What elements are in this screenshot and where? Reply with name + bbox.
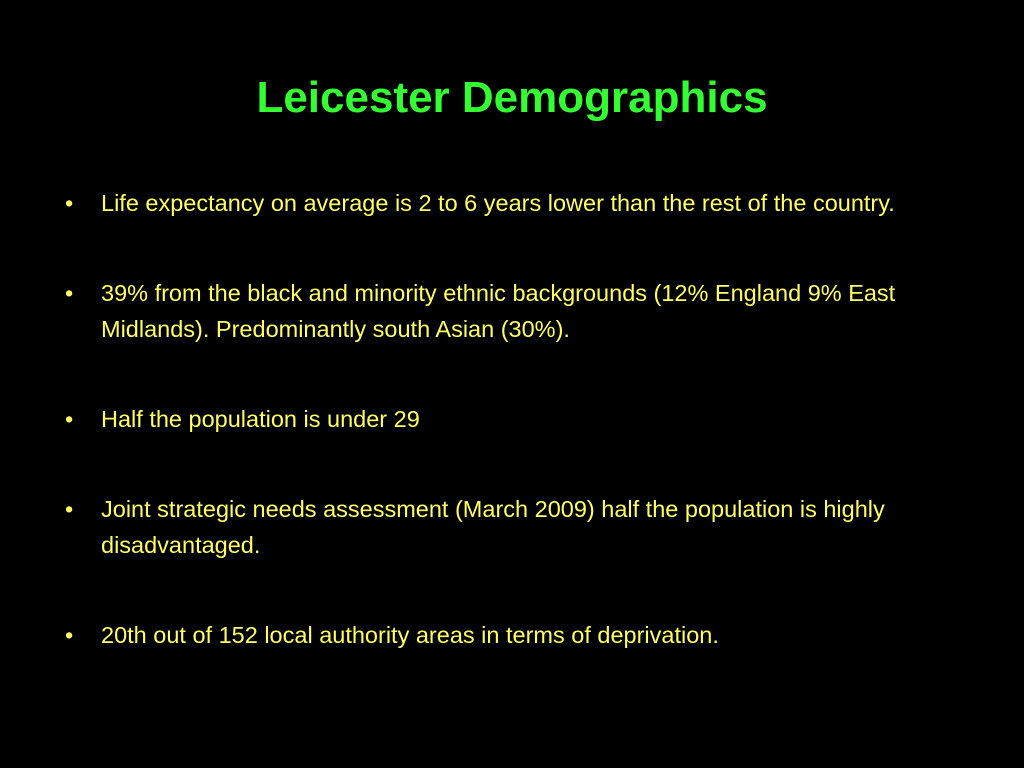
bullet-item: Life expectancy on average is 2 to 6 yea… — [65, 185, 981, 221]
bullet-item: Joint strategic needs assessment (March … — [65, 491, 981, 563]
bullet-list: Life expectancy on average is 2 to 6 yea… — [65, 185, 981, 707]
bullet-item: 39% from the black and minority ethnic b… — [65, 275, 981, 347]
bullet-item: 20th out of 152 local authority areas in… — [65, 617, 981, 653]
slide-title: Leicester Demographics — [256, 73, 768, 122]
bullet-item: Half the population is under 29 — [65, 401, 981, 437]
